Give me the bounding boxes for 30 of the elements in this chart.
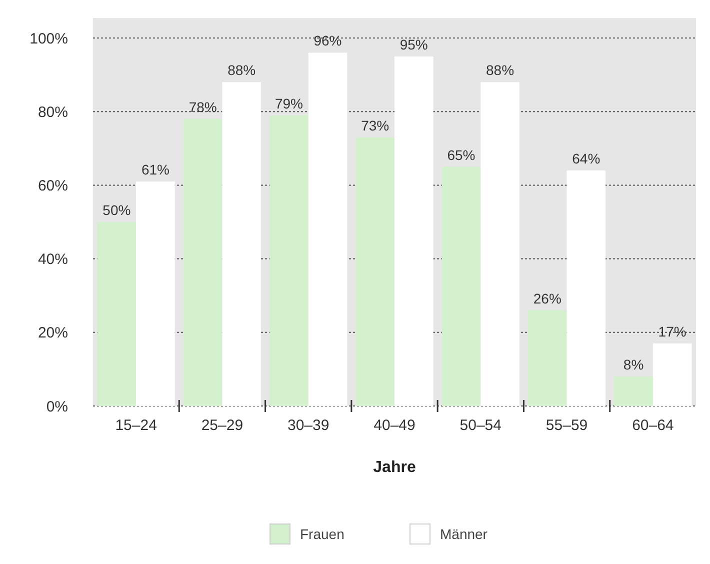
legend-label: Frauen	[300, 526, 344, 542]
x-tick-label: 15–24	[115, 417, 157, 434]
data-label: 64%	[572, 150, 600, 166]
data-label: 88%	[228, 62, 256, 78]
data-label: 96%	[314, 32, 342, 49]
x-tick-label: 40–49	[374, 417, 416, 434]
data-label: 50%	[102, 202, 131, 218]
data-label: 26%	[533, 290, 562, 306]
y-tick-label: 60%	[38, 177, 68, 194]
y-tick-label: 100%	[30, 30, 68, 48]
data-label: 61%	[141, 162, 170, 178]
x-tick-label: 60–64	[632, 417, 674, 434]
data-label: 79%	[274, 95, 303, 112]
y-tick-label: 80%	[38, 104, 68, 121]
data-label: 17%	[658, 323, 686, 340]
x-tick-label: 25–29	[201, 417, 244, 434]
y-tick-label: 40%	[38, 251, 68, 268]
x-tick-label: 30–39	[288, 417, 330, 434]
x-axis-title: Jahre	[373, 459, 416, 476]
data-label: 73%	[361, 117, 390, 134]
data-label: 95%	[400, 36, 428, 52]
data-label: 88%	[486, 62, 514, 78]
data-label: 65%	[447, 146, 476, 163]
data-label: 8%	[623, 356, 644, 373]
x-tick-label: 55–59	[546, 417, 588, 434]
y-tick-label: 0%	[46, 398, 68, 416]
y-tick-label: 20%	[38, 324, 68, 342]
legend-label: Männer	[440, 526, 488, 542]
x-tick-label: 50–54	[460, 417, 502, 434]
data-label: 78%	[188, 98, 217, 115]
